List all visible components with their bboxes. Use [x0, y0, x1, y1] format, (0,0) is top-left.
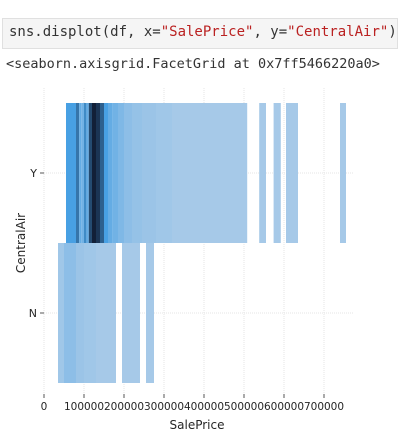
histogram-bin: [58, 243, 64, 383]
histogram-bin: [79, 103, 81, 243]
x-tick-label: 600000: [264, 401, 304, 413]
histogram-bin: [204, 103, 224, 243]
x-tick-label: 300000: [144, 401, 184, 413]
x-tick-label: 700000: [304, 401, 344, 413]
y-tick-label: N: [29, 307, 37, 320]
histogram-bin: [76, 243, 84, 383]
histogram-bin: [156, 103, 172, 243]
x-tick-label: 100000: [64, 401, 104, 413]
histogram-bin: [84, 103, 86, 243]
histogram-bin: [96, 243, 116, 383]
histogram-bin: [188, 103, 204, 243]
histogram-bin: [66, 103, 76, 243]
histogram-bin: [286, 103, 298, 243]
histogram-bin: [274, 103, 281, 243]
histogram-bin: [108, 103, 113, 243]
x-tick-label: 400000: [184, 401, 224, 413]
histogram-bin: [96, 103, 100, 243]
y-tick-label: Y: [29, 167, 37, 180]
histogram-bin: [86, 103, 88, 243]
histogram-bin: [89, 103, 92, 243]
x-axis-label: SalePrice: [170, 418, 225, 432]
histogram-bin: [122, 243, 140, 383]
histogram-bin: [76, 103, 79, 243]
histogram-bin: [172, 103, 188, 243]
histogram-bin: [64, 243, 76, 383]
x-tick-label: 500000: [224, 401, 264, 413]
histogram-bin: [118, 103, 124, 243]
histogram-bin: [113, 103, 118, 243]
histogram-bin: [146, 243, 154, 383]
histogram-bin: [132, 103, 142, 243]
histogram-bin: [340, 103, 346, 243]
x-tick-label: 0: [41, 401, 48, 413]
x-tick-label: 200000: [104, 401, 144, 413]
histogram-bin: [100, 103, 104, 243]
y-axis-label: CentralAir: [14, 213, 28, 273]
histogram-bin: [259, 103, 266, 243]
histogram-bin: [104, 103, 108, 243]
histogram-bin: [92, 103, 96, 243]
histogram-bin: [142, 103, 156, 243]
histogram-bin: [224, 103, 247, 243]
histogram-bin: [84, 243, 96, 383]
histogram-bin: [124, 103, 132, 243]
histogram-bin: [81, 103, 84, 243]
